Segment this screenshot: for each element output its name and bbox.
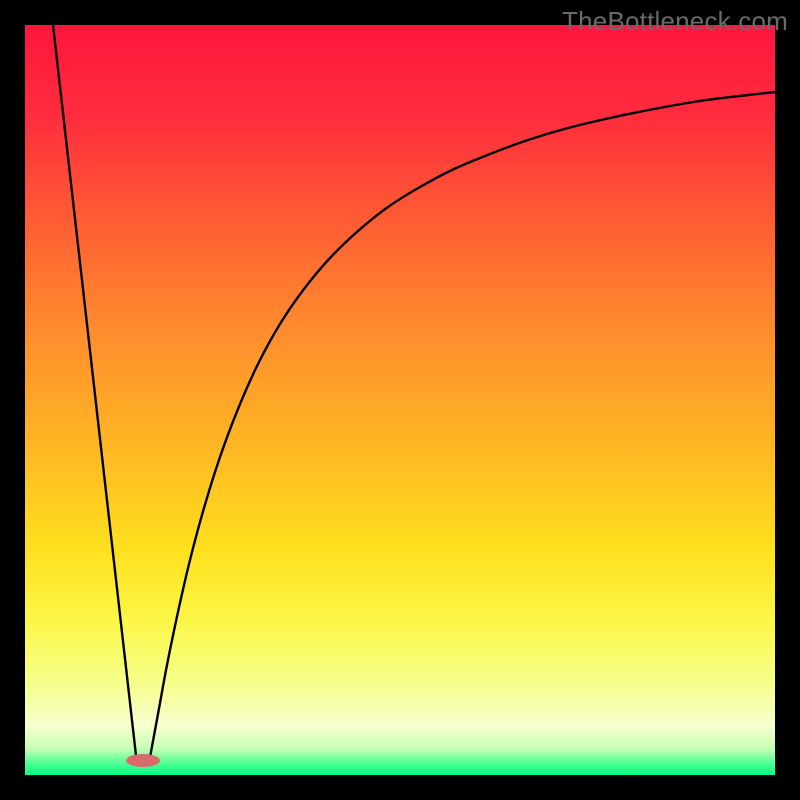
- bottleneck-curve-chart: [0, 0, 800, 800]
- chart-background-gradient: [25, 25, 775, 775]
- optimal-point-marker: [126, 754, 160, 767]
- watermark-text: TheBottleneck.com: [562, 6, 788, 37]
